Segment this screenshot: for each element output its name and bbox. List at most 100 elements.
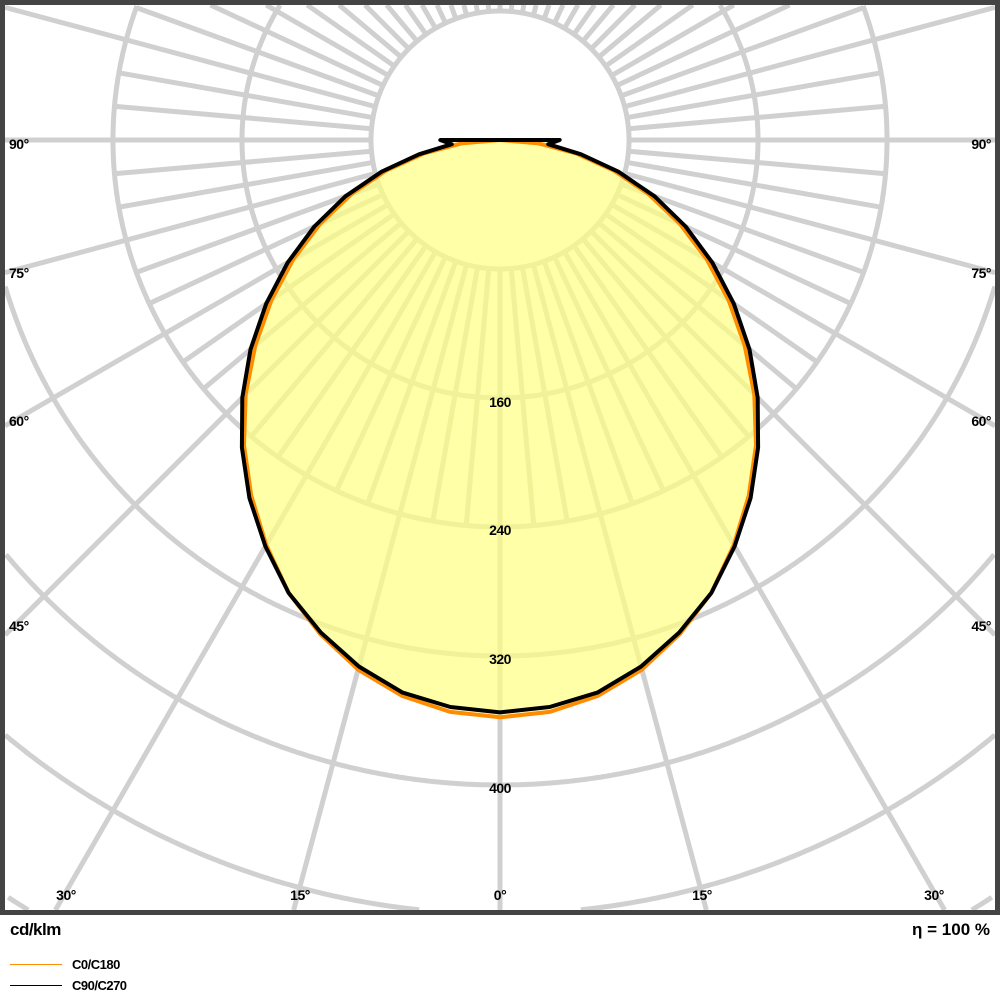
- legend-swatch: [10, 984, 62, 986]
- chart-frame: [0, 0, 1000, 915]
- grid-spoke: [623, 170, 996, 276]
- grid-spoke: [118, 70, 374, 121]
- unit-label: cd/klm: [10, 920, 61, 939]
- grid-spoke: [419, 3, 438, 30]
- grid-spoke: [114, 148, 372, 177]
- grid-spoke: [485, 4, 492, 12]
- radial-tick-label: 400: [489, 780, 512, 796]
- grid-spoke: [615, 192, 852, 306]
- angle-label-right: 60°: [971, 413, 991, 429]
- grid-spoke: [148, 192, 385, 306]
- grid-spoke: [337, 3, 403, 59]
- grid-spoke: [508, 268, 537, 526]
- legend-label: C0/C180: [72, 956, 120, 972]
- grid-spoke: [519, 266, 570, 522]
- grid-spoke: [181, 211, 396, 365]
- radial-tick-label: 160: [489, 394, 512, 410]
- grid-spoke: [589, 3, 637, 51]
- angle-label-left: 75°: [9, 265, 29, 281]
- grid-spoke: [434, 3, 448, 25]
- grid-spoke: [114, 103, 372, 132]
- grid-spoke: [201, 221, 403, 391]
- angle-label-bottom: 30°: [56, 887, 76, 903]
- grid-spoke: [519, 4, 527, 14]
- radial-tick-label: 240: [489, 522, 512, 538]
- grid-spoke: [334, 255, 448, 492]
- intensity-fill: [241, 140, 759, 718]
- angle-label-right: 90°: [971, 136, 991, 152]
- angle-label-bottom: 0°: [494, 887, 506, 903]
- grid-spoke: [597, 3, 663, 59]
- grid-spoke: [530, 4, 539, 17]
- efficiency-label: η = 100 %: [912, 920, 990, 939]
- grid-spoke: [626, 70, 882, 121]
- grid-spoke: [628, 148, 886, 177]
- grid-spoke: [430, 266, 481, 522]
- grid-spoke: [626, 159, 882, 210]
- grid-spoke: [365, 260, 459, 505]
- grid-spoke: [264, 2, 390, 78]
- grid-spoke: [4, 4, 377, 110]
- grid-ring: [3, 733, 997, 913]
- grid-spoke: [448, 4, 459, 20]
- series-fill: [244, 140, 756, 718]
- grid-ring: [110, 5, 890, 530]
- grid-spoke: [291, 263, 470, 911]
- grid-spoke: [571, 3, 597, 36]
- grid-spoke: [530, 263, 709, 911]
- grid-ring: [6, 895, 994, 913]
- grid-spoke: [620, 181, 865, 275]
- series-line-c90-c270: [239, 138, 761, 715]
- series-fill: [241, 140, 759, 713]
- grid-spoke: [135, 5, 380, 99]
- grid-spoke: [473, 4, 481, 14]
- angle-label-bottom: 30°: [924, 887, 944, 903]
- grid-spoke: [4, 170, 377, 276]
- angle-label-left: 90°: [9, 136, 29, 152]
- grid-spoke: [3, 229, 411, 637]
- intensity-curves: [239, 138, 761, 720]
- grid-spoke: [597, 221, 799, 391]
- grid-spoke: [628, 103, 886, 132]
- grid-ring: [2, 285, 998, 659]
- series-line-c0-c180: [242, 138, 758, 720]
- grid-spoke: [3, 202, 390, 428]
- grid-spoke: [53, 250, 438, 912]
- legend-item-c0: C0/C180: [10, 955, 120, 973]
- grid-ring: [4, 552, 996, 788]
- grid-spoke: [209, 2, 385, 88]
- grid-spoke: [541, 260, 635, 505]
- grid-spoke: [589, 229, 997, 637]
- grid-spoke: [581, 3, 616, 43]
- grid-spoke: [305, 2, 396, 69]
- grid-spoke: [610, 202, 997, 428]
- legend-label: C90/C270: [72, 977, 127, 993]
- radial-tick-label: 320: [489, 651, 512, 667]
- grid-spoke: [275, 244, 429, 459]
- grid-spoke: [463, 268, 492, 526]
- grid-spoke: [581, 237, 751, 439]
- angle-label-left: 45°: [9, 618, 29, 634]
- polar-chart: 160 240 320 400 90° 75° 60° 45° 90° 75° …: [0, 0, 1000, 915]
- angle-label-right: 45°: [971, 618, 991, 634]
- grid-spoke: [623, 4, 996, 110]
- legend-item-c90: C90/C270: [10, 976, 127, 994]
- angle-label-bottom: 15°: [290, 887, 310, 903]
- grid-spoke: [403, 3, 429, 36]
- grid-spoke: [604, 2, 695, 69]
- grid-spoke: [508, 4, 515, 12]
- grid-spoke: [604, 211, 819, 365]
- grid-spoke: [118, 159, 374, 210]
- polar-grid: [2, 2, 998, 913]
- grid-spoke: [552, 255, 666, 492]
- grid-spoke: [552, 3, 566, 25]
- angle-label-right: 75°: [971, 265, 991, 281]
- angle-label-bottom: 15°: [692, 887, 712, 903]
- grid-spoke: [620, 5, 865, 99]
- grid-spoke: [562, 250, 947, 912]
- angle-label-left: 60°: [9, 413, 29, 429]
- legend-swatch: [10, 963, 62, 965]
- grid-spoke: [384, 3, 419, 43]
- grid-spoke: [615, 2, 791, 88]
- grid-spoke: [562, 3, 581, 30]
